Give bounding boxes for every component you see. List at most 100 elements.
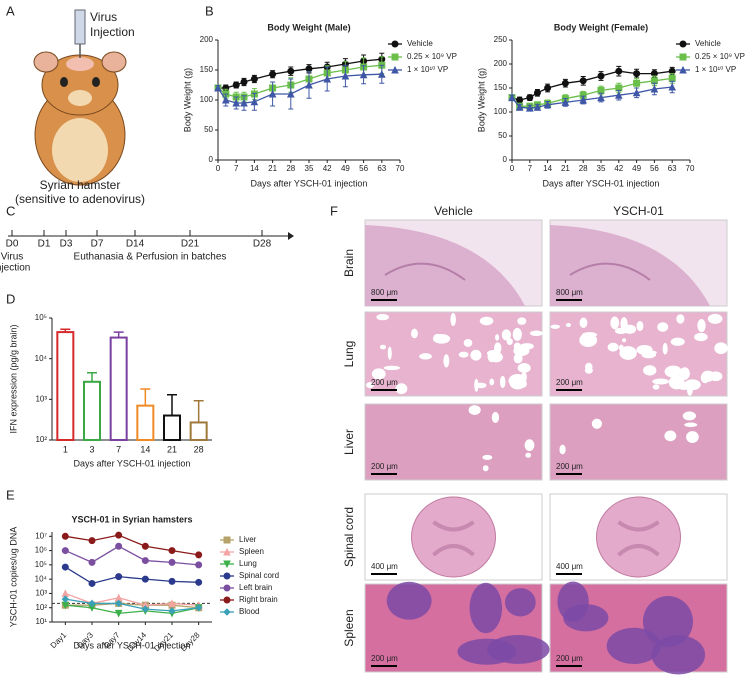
lumen	[579, 317, 588, 329]
lumen	[636, 321, 644, 332]
panel-letter: D	[6, 291, 15, 306]
follicle	[469, 582, 503, 634]
histology-image	[549, 311, 728, 397]
x-tick-label: 28	[286, 164, 295, 173]
follicle	[642, 596, 693, 647]
x-tick-label: 14	[250, 164, 259, 173]
x-tick-label: 56	[650, 164, 659, 173]
point	[61, 547, 69, 555]
point	[223, 572, 231, 580]
lumen	[491, 411, 500, 424]
lumen	[714, 342, 728, 355]
lumen	[376, 313, 390, 321]
legend-label: Right brain	[239, 595, 278, 604]
y-tick-label: 10⁴	[35, 574, 48, 583]
legend-label: 1 × 10¹⁰ VP	[695, 65, 736, 74]
x-axis-label: Days after YSCH-01 injection	[251, 178, 368, 188]
x-tick-label: 49	[632, 164, 641, 173]
series-line	[65, 534, 199, 556]
lumen	[664, 365, 682, 378]
x-tick-label: 56	[359, 164, 368, 173]
scale-label: 200 μm	[371, 378, 398, 387]
timeline-label: Euthanasia & Perfusion in batches	[74, 252, 227, 263]
row-label: Spinal cord	[342, 507, 356, 567]
y-tick-label: 0	[209, 155, 214, 164]
row-label: Liver	[342, 429, 356, 455]
point	[221, 95, 230, 104]
point	[391, 65, 399, 74]
y-axis-label: YSCH-01 copies/ug DNA	[8, 527, 18, 628]
y-tick-label: 10¹	[35, 617, 47, 626]
scale-label: 800 μm	[371, 288, 398, 297]
lumen	[525, 452, 532, 458]
lumen	[479, 316, 494, 326]
x-tick-label: 63	[668, 164, 677, 173]
follicle	[504, 588, 536, 617]
y-tick-label: 10²	[35, 435, 47, 444]
x-tick-label: 21	[167, 444, 177, 454]
y-axis-label: Body Weight (g)	[476, 68, 486, 132]
point	[287, 67, 295, 75]
x-tick-label: 7	[116, 444, 121, 454]
lumen	[517, 317, 527, 325]
point	[114, 609, 123, 618]
hamster-muzzle	[68, 90, 92, 106]
lumen	[622, 338, 627, 343]
follicle	[386, 581, 432, 620]
panel-letter: B	[205, 3, 214, 18]
y-tick-label: 10²	[35, 603, 47, 612]
point	[115, 531, 123, 539]
y-tick-label: 10⁵	[35, 313, 47, 322]
point	[544, 84, 552, 92]
point	[88, 599, 96, 608]
lumen	[682, 411, 696, 421]
day-label: D1	[38, 239, 51, 250]
legend-label: Left brain	[239, 583, 272, 592]
lumen	[495, 334, 500, 341]
lumen	[501, 329, 512, 341]
legend-label: 0.25 × 10⁹ VP	[407, 52, 457, 61]
point	[391, 53, 399, 61]
point	[61, 532, 69, 540]
histology-image	[364, 219, 543, 307]
row-label: Lung	[342, 341, 356, 368]
lumen	[652, 384, 660, 390]
y-tick-label: 100	[200, 95, 214, 104]
y-tick-label: 150	[200, 65, 214, 74]
y-axis-label: Body Weight (g)	[182, 68, 192, 132]
lumen	[524, 439, 535, 452]
point	[668, 82, 677, 91]
point	[88, 558, 96, 566]
lumen	[482, 454, 493, 460]
histology-image	[549, 493, 728, 581]
error-bar	[193, 400, 204, 423]
y-tick-label: 10⁴	[35, 354, 48, 363]
lumen	[643, 365, 657, 376]
point	[168, 607, 176, 615]
start-label: Virus	[1, 252, 24, 263]
scale-label: 800 μm	[556, 288, 583, 297]
point	[232, 81, 240, 89]
day-label: D7	[91, 239, 104, 250]
lumen	[482, 465, 489, 472]
lumen	[506, 338, 513, 346]
lumen	[662, 342, 668, 355]
point	[359, 70, 368, 79]
lumen	[419, 353, 432, 360]
injection-label: Injection	[90, 25, 135, 39]
lumen	[607, 342, 619, 352]
lumen	[697, 318, 706, 333]
panel-letter: E	[6, 487, 15, 502]
y-tick-label: 10³	[35, 589, 47, 598]
point	[561, 79, 569, 87]
legend-label: Lung	[239, 559, 257, 568]
column-header: YSCH-01	[613, 204, 664, 218]
point	[240, 98, 248, 107]
y-tick-label: 10⁵	[35, 560, 47, 569]
row-label: Brain	[342, 249, 356, 277]
bar	[83, 380, 101, 441]
follicle	[651, 635, 706, 675]
lumen	[652, 378, 670, 385]
y-tick-label: 10³	[35, 394, 47, 403]
lumen	[493, 342, 502, 354]
